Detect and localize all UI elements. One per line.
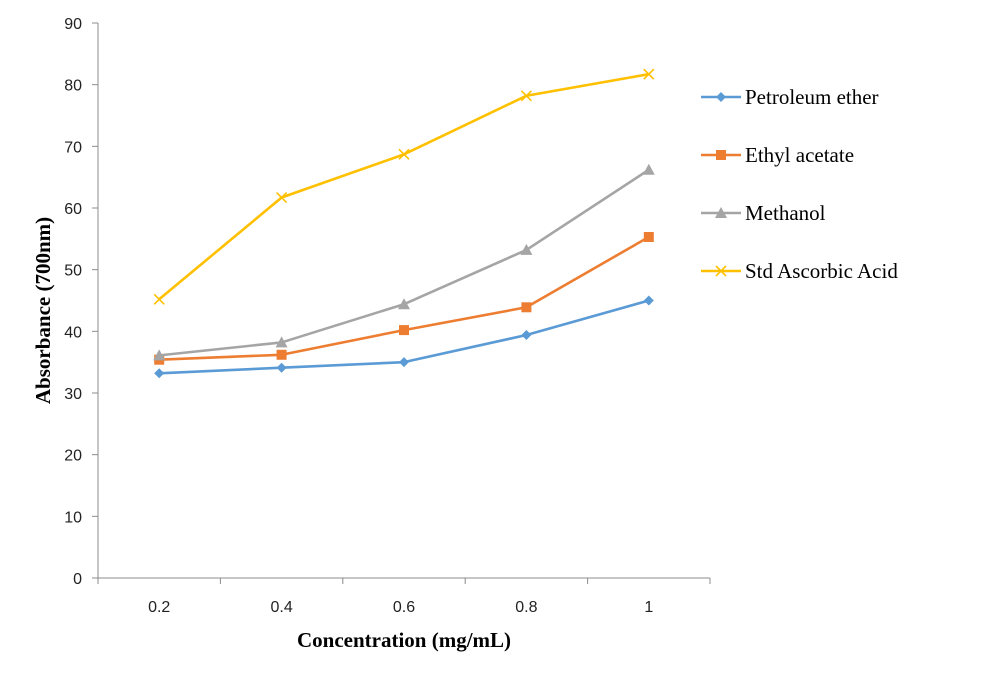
series-layer xyxy=(153,68,655,379)
data-point xyxy=(520,90,532,102)
series-line xyxy=(158,72,650,301)
legend-item: Ethyl acetate xyxy=(701,143,854,167)
data-point xyxy=(643,295,654,306)
legend-marker xyxy=(715,207,727,218)
x-axis-title: Concentration (mg/mL) xyxy=(297,628,511,652)
x-axis-ticks: 0.2 0.4 0.6 0.8 1 xyxy=(97,578,711,616)
y-tick-label: 0 xyxy=(73,571,82,588)
series-methanol xyxy=(153,163,655,361)
data-point xyxy=(642,163,655,175)
data-point xyxy=(275,336,288,348)
x-tick-label: 0.4 xyxy=(270,599,292,616)
series-petroleum-ether xyxy=(154,295,654,379)
legend-marker xyxy=(716,150,726,160)
x-tick-label: 0.6 xyxy=(393,599,415,616)
data-point xyxy=(153,293,165,305)
data-point xyxy=(643,68,655,80)
data-point xyxy=(521,302,532,313)
x-tick-label: 0.2 xyxy=(148,599,170,616)
y-axis-ticks: 0 10 20 30 40 50 60 70 80 90 xyxy=(64,16,98,588)
data-point xyxy=(154,368,165,379)
y-tick-label: 50 xyxy=(64,263,82,280)
axes-layer: 0 10 20 30 40 50 60 70 80 90 0.2 0.4 0.6 0.8 1 xyxy=(64,16,711,616)
data-point xyxy=(399,325,409,336)
data-point xyxy=(399,357,409,368)
x-tick-label: 1 xyxy=(644,599,653,616)
data-point xyxy=(153,349,166,361)
data-point xyxy=(398,298,410,310)
y-tick-label: 80 xyxy=(64,78,82,95)
legend-item: Methanol xyxy=(701,201,826,225)
legend-label: Petroleum ether xyxy=(745,85,879,109)
x-tick-label: 0.8 xyxy=(515,599,537,616)
y-axis-title: Absorbance (700nm) xyxy=(31,217,55,404)
data-point xyxy=(398,148,410,160)
data-point xyxy=(276,349,287,360)
y-tick-label: 70 xyxy=(64,139,82,156)
y-tick-label: 90 xyxy=(64,16,82,33)
data-point xyxy=(520,243,533,255)
y-tick-label: 10 xyxy=(64,509,82,526)
legend-item: Std Ascorbic Acid xyxy=(701,259,898,283)
y-tick-label: 40 xyxy=(64,324,82,341)
legend-marker xyxy=(715,265,727,277)
legend: Petroleum ether Ethyl acetate Methanol Std … xyxy=(701,85,898,283)
legend-label: Ethyl acetate xyxy=(745,143,854,167)
y-tick-label: 30 xyxy=(64,386,82,403)
y-tick-label: 20 xyxy=(64,448,82,465)
y-tick-label: 60 xyxy=(64,201,82,218)
data-point xyxy=(276,191,288,204)
data-point xyxy=(521,330,532,341)
legend-label: Std Ascorbic Acid xyxy=(745,259,898,283)
series-std-ascorbic-acid xyxy=(153,68,655,305)
legend-label: Methanol xyxy=(745,201,826,225)
legend-item: Petroleum ether xyxy=(701,85,879,109)
data-point xyxy=(276,362,287,373)
legend-marker xyxy=(716,92,726,102)
data-point xyxy=(643,231,654,242)
